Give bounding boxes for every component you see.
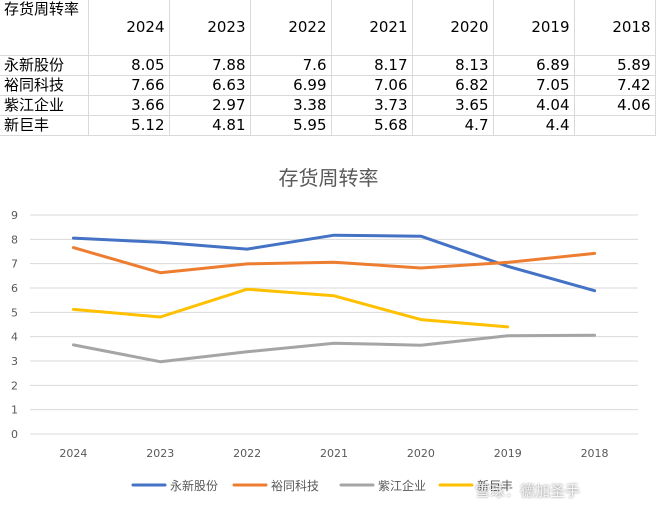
y-tick-label: 5 [11,306,18,319]
legend-label: 永新股份 [170,478,218,493]
y-tick-label: 3 [11,355,18,368]
legend-label: 紫江企业 [378,478,426,493]
value-cell: 4.81 [169,115,251,136]
table-year-header: 2018 [574,0,656,56]
y-tick-label: 8 [11,233,18,246]
y-tick-label: 7 [11,258,18,271]
series-line-0 [71,233,597,293]
x-tick-label: 2019 [494,447,522,460]
table-year-header: 2021 [331,0,413,56]
value-cell: 5.89 [574,55,656,76]
value-cell [574,115,656,136]
y-tick-label: 1 [11,404,18,417]
value-cell: 6.89 [493,55,575,76]
x-tick-label: 2022 [233,447,261,460]
value-cell: 2.97 [169,95,251,116]
value-cell: 3.65 [412,95,494,116]
company-name-cell: 永新股份 [0,55,89,76]
series-line-1 [71,246,597,275]
value-cell: 7.88 [169,55,251,76]
x-tick-label: 2024 [59,447,87,460]
value-cell: 7.06 [331,75,413,96]
x-tick-label: 2021 [320,447,348,460]
value-cell: 8.13 [412,55,494,76]
legend-label: 裕同科技 [271,478,319,493]
table-row: 紫江企业 3.66 2.97 3.38 3.73 3.65 4.04 4.06 [0,95,656,116]
value-cell: 5.12 [88,115,170,136]
value-cell: 6.99 [250,75,332,96]
company-name-cell: 紫江企业 [0,95,89,116]
value-cell: 7.42 [574,75,656,96]
value-cell: 4.06 [574,95,656,116]
value-cell: 6.82 [412,75,494,96]
value-cell: 6.63 [169,75,251,96]
value-cell: 8.17 [331,55,413,76]
company-name-cell: 裕同科技 [0,75,89,96]
table-year-header: 2023 [169,0,251,56]
table-row: 裕同科技 7.66 6.63 6.99 7.06 6.82 7.05 7.42 [0,75,656,96]
table-header-row: 存货周转率 2024 2023 2022 2021 2020 2019 2018 [0,0,656,56]
value-cell: 7.66 [88,75,170,96]
value-cell: 4.7 [412,115,494,136]
value-cell: 3.66 [88,95,170,116]
value-cell: 7.6 [250,55,332,76]
company-name-cell: 新巨丰 [0,115,89,136]
value-cell: 5.68 [331,115,413,136]
table-year-header: 2022 [250,0,332,56]
table-year-header: 2020 [412,0,494,56]
y-tick-label: 2 [11,379,18,392]
data-table: 存货周转率 2024 2023 2022 2021 2020 2019 2018 永新股份 8.0… [0,0,656,136]
y-tick-label: 4 [11,331,18,344]
y-tick-label: 9 [11,209,18,222]
series-line-3 [71,287,510,329]
value-cell: 4.04 [493,95,575,116]
table-row: 永新股份 8.05 7.88 7.6 8.17 8.13 6.89 5.89 [0,55,656,76]
y-tick-label: 6 [11,282,18,295]
value-cell: 8.05 [88,55,170,76]
table-year-header: 2019 [493,0,575,56]
series-line-2 [71,333,597,364]
value-cell: 3.38 [250,95,332,116]
value-cell: 7.05 [493,75,575,96]
value-cell: 5.95 [250,115,332,136]
value-cell: 4.4 [493,115,575,136]
legend-label: 新巨丰 [477,478,513,493]
x-tick-label: 2023 [146,447,174,460]
line-chart: 存货周转率 0 1 2 3 4 5 6 7 8 9 2024 2023 2022 2021 2020 2019 2… [11,166,638,493]
watermark: 雪球：德加圣手 [475,482,581,500]
x-tick-label: 2018 [581,447,609,460]
y-tick-label: 0 [11,428,18,441]
table-corner-label: 存货周转率 [0,0,89,56]
value-cell: 3.73 [331,95,413,116]
x-tick-label: 2020 [407,447,435,460]
table-year-header: 2024 [88,0,170,56]
table-row: 新巨丰 5.12 4.81 5.95 5.68 4.7 4.4 [0,115,656,136]
chart-title: 存货周转率 [279,166,379,190]
